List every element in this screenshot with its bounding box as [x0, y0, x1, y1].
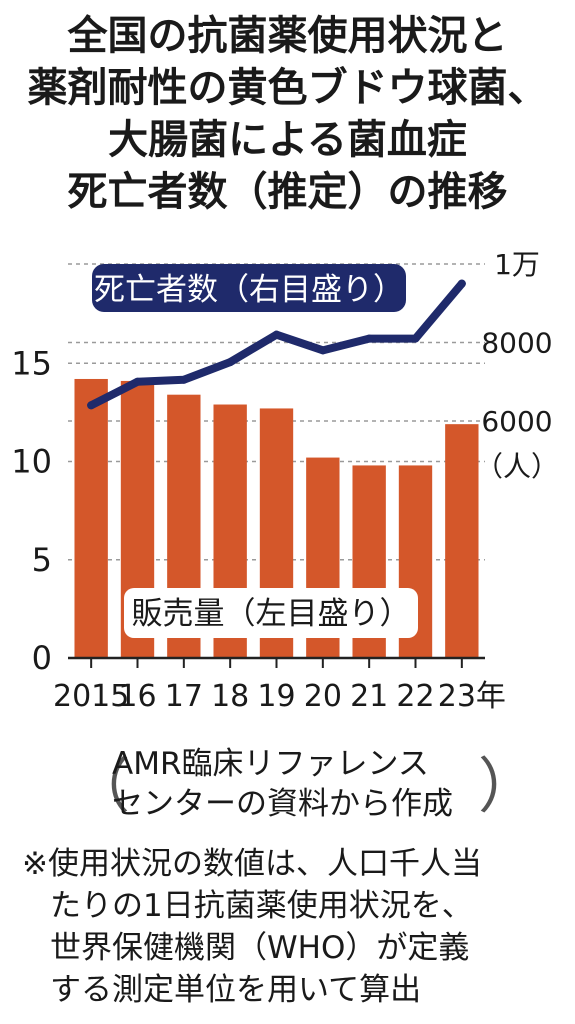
x-tick-label: 17 [165, 679, 203, 714]
left-tick-label: 0 [32, 639, 52, 677]
title-line-3: 大腸菌による菌血症 [108, 117, 467, 163]
x-tick-label: 19 [257, 679, 295, 714]
line-legend-box: 死亡者数（右目盛り） [92, 264, 406, 312]
right-axis-unit: （人） [475, 450, 559, 483]
bar [445, 424, 479, 658]
line-point [87, 401, 96, 410]
left-axis-ticks: 0 5 10 15 [11, 344, 52, 677]
x-tick-label: 21 [350, 679, 388, 714]
right-axis-ticks: 6000 8000 1万 [481, 248, 552, 438]
right-tick-label: 8000 [481, 327, 552, 360]
line-point [457, 279, 466, 288]
x-tick-label: 18 [211, 679, 249, 714]
source-paren-open: （ [70, 752, 130, 822]
line-point [179, 375, 188, 384]
line-point [272, 330, 281, 339]
bar [74, 378, 108, 658]
x-tick-label: 2015 [53, 679, 129, 714]
x-tick-label: 16 [118, 679, 156, 714]
source-line-1: AMR臨床リファレンス [112, 746, 429, 782]
right-tick-label: 1万 [494, 248, 540, 281]
line-point [411, 334, 420, 343]
footnote-line-3: 世界保健機関（WHO）が定義 [50, 930, 470, 966]
title-line-2: 薬剤耐性の黄色ブドウ球菌、 [27, 65, 548, 111]
left-tick-label: 5 [32, 541, 52, 579]
bar-legend-bg [124, 588, 418, 638]
baseline [68, 656, 485, 668]
line-point [226, 358, 235, 367]
line-point [133, 377, 142, 386]
line-point [365, 334, 374, 343]
bar-legend-box: 販売量（左目盛り） [124, 588, 418, 638]
left-tick-label: 10 [11, 443, 52, 481]
bar-legend-label: 販売量（左目盛り） [132, 596, 411, 632]
title-line-1: 全国の抗菌薬使用状況と [67, 13, 508, 59]
x-tick-label: 20 [304, 679, 342, 714]
footnote-line-4: する測定単位を用いて算出 [50, 972, 422, 1008]
source-paren-close: ） [478, 752, 538, 822]
title-line-4: 死亡者数（推定）の推移 [67, 169, 508, 215]
footnote-line-2: たりの1日抗菌薬使用状況を、 [50, 888, 473, 924]
x-tick-label: 23年 [438, 679, 506, 714]
line-series [87, 279, 466, 410]
line-legend-label: 死亡者数（右目盛り） [94, 272, 404, 308]
x-tick-label: 22 [396, 679, 434, 714]
source-line-2: センターの資料から作成 [112, 786, 453, 822]
chart-title: 全国の抗菌薬使用状況と 薬剤耐性の黄色ブドウ球菌、 大腸菌による菌血症 死亡者数… [0, 10, 575, 218]
line-legend-bg [92, 264, 406, 312]
line-point [318, 346, 327, 355]
left-tick-label: 15 [11, 344, 52, 382]
right-tick-label: 6000 [481, 405, 552, 438]
footnote-line-1: ※使用状況の数値は、人口千人当 [22, 846, 482, 882]
